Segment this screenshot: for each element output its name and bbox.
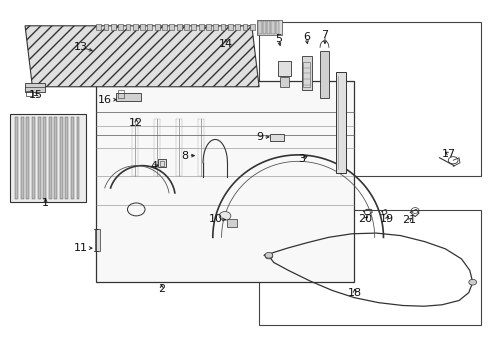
Bar	[301, 56, 312, 90]
Text: 16: 16	[98, 95, 112, 105]
Bar	[118, 90, 123, 98]
Bar	[197, 119, 203, 176]
Bar	[198, 24, 203, 30]
Bar	[38, 117, 41, 199]
Bar	[118, 24, 123, 30]
Bar	[275, 22, 279, 34]
Text: 18: 18	[347, 288, 361, 298]
Bar	[96, 81, 353, 282]
Bar	[227, 24, 232, 30]
Bar	[26, 91, 33, 96]
Bar	[132, 119, 138, 176]
Bar	[320, 51, 328, 98]
Bar	[183, 24, 188, 30]
Bar	[103, 24, 108, 30]
Bar	[235, 24, 240, 30]
Bar	[116, 93, 141, 101]
Bar	[147, 24, 152, 30]
Bar	[277, 61, 291, 76]
Bar	[259, 211, 480, 325]
Bar	[227, 220, 237, 227]
Circle shape	[264, 253, 272, 259]
Circle shape	[219, 212, 230, 220]
Bar	[335, 72, 345, 173]
Bar	[162, 24, 166, 30]
Text: 8: 8	[181, 150, 188, 161]
Bar	[133, 24, 138, 30]
Text: 21: 21	[402, 215, 415, 225]
Bar	[213, 24, 218, 30]
Bar	[279, 77, 289, 87]
Bar	[242, 24, 247, 30]
Bar	[54, 117, 57, 199]
Bar	[258, 22, 261, 34]
Bar	[49, 117, 52, 199]
Bar	[96, 24, 101, 30]
Text: 19: 19	[379, 214, 393, 224]
Bar	[158, 159, 166, 167]
Text: 2: 2	[158, 284, 165, 294]
Bar	[10, 114, 86, 202]
Text: 20: 20	[358, 214, 372, 224]
Bar	[43, 117, 46, 199]
Bar	[220, 24, 225, 30]
Bar	[155, 24, 159, 30]
Text: 6: 6	[302, 32, 309, 41]
Circle shape	[264, 252, 272, 258]
Bar	[21, 117, 24, 199]
Circle shape	[468, 279, 476, 285]
Bar	[257, 21, 281, 35]
Bar	[249, 24, 254, 30]
Text: 3: 3	[298, 154, 305, 164]
Bar	[271, 22, 274, 34]
Text: 11: 11	[73, 243, 87, 253]
Text: 17: 17	[441, 149, 455, 159]
Bar	[65, 117, 68, 199]
Text: 15: 15	[29, 90, 43, 100]
Bar	[191, 24, 196, 30]
Bar	[140, 24, 145, 30]
Text: 1: 1	[42, 198, 49, 208]
Bar	[169, 24, 174, 30]
Polygon shape	[25, 26, 259, 87]
Text: 13: 13	[74, 42, 88, 52]
Bar	[77, 117, 80, 199]
Bar	[154, 119, 159, 176]
Bar	[95, 229, 100, 251]
Bar	[269, 134, 283, 140]
Bar	[25, 83, 44, 92]
Text: 5: 5	[275, 35, 282, 44]
Bar	[259, 22, 480, 176]
Text: 4: 4	[150, 161, 158, 171]
Text: 9: 9	[255, 132, 263, 142]
Bar	[32, 117, 35, 199]
Bar	[111, 24, 116, 30]
Bar	[266, 22, 270, 34]
Bar	[303, 62, 310, 87]
Bar	[60, 117, 62, 199]
Bar	[176, 24, 181, 30]
Bar	[262, 22, 265, 34]
Bar	[71, 117, 74, 199]
Text: 12: 12	[129, 118, 143, 128]
Text: 7: 7	[321, 31, 328, 40]
Bar	[15, 117, 18, 199]
Bar	[125, 24, 130, 30]
Bar	[159, 161, 163, 166]
Bar	[175, 119, 181, 176]
Text: 10: 10	[208, 215, 222, 224]
Text: 14: 14	[219, 39, 233, 49]
Bar	[26, 117, 29, 199]
Bar	[205, 24, 210, 30]
